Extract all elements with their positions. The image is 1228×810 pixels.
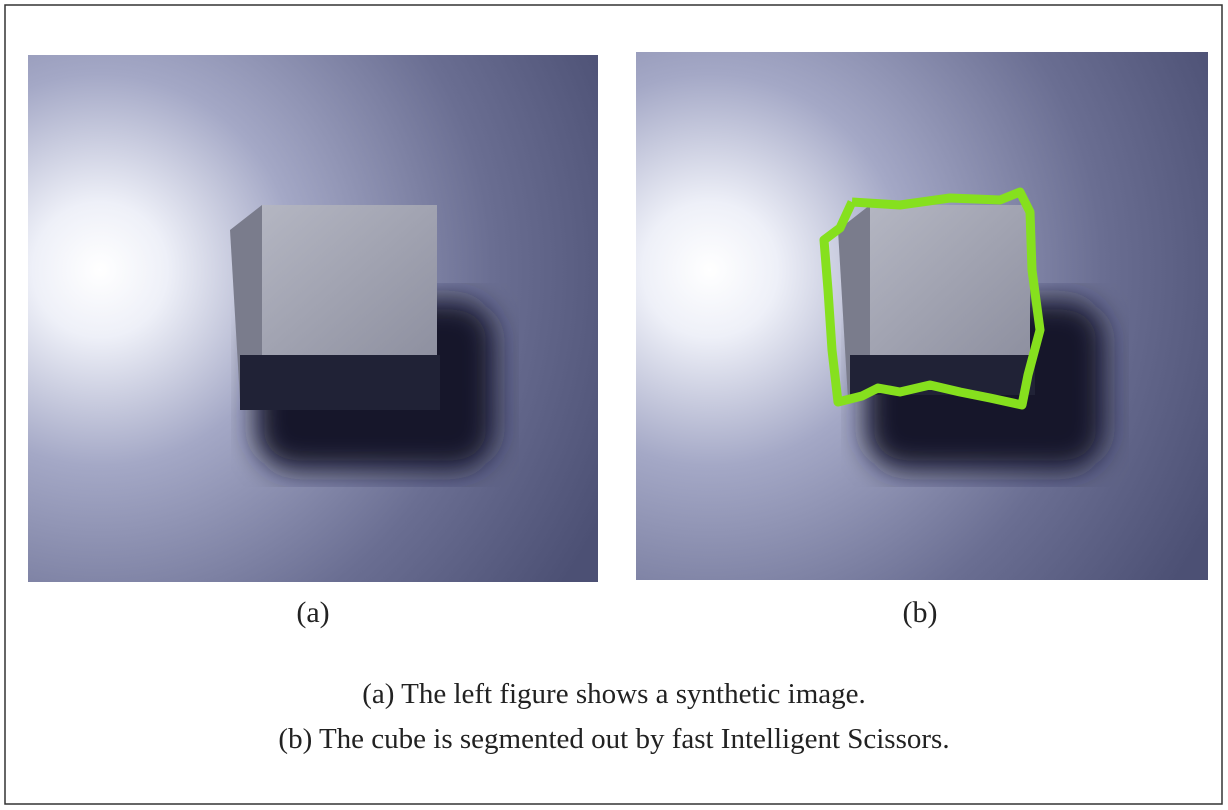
caption-line: (a) The left figure shows a synthetic im…	[0, 678, 1228, 711]
figure-page: (a) (b) (a) The left figure shows a synt…	[0, 0, 1228, 810]
image-a	[28, 55, 598, 582]
panel-label: (a)	[253, 596, 373, 630]
image-b	[636, 52, 1208, 580]
panel-label: (b)	[860, 596, 980, 630]
caption-line: (b) The cube is segmented out by fast In…	[0, 723, 1228, 756]
